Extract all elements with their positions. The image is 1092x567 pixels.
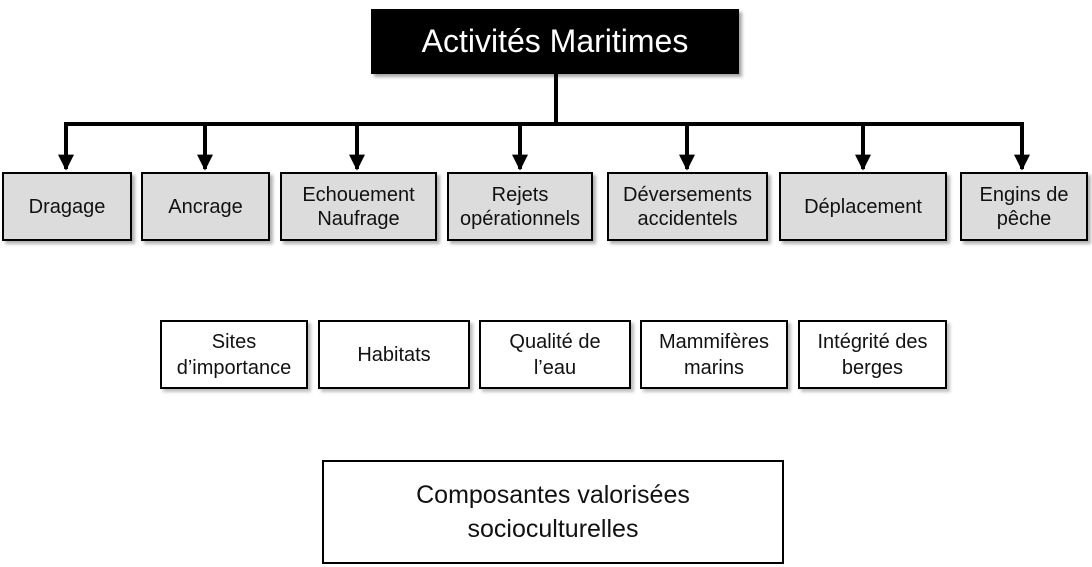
activity-echouement-naufrage: Echouement Naufrage xyxy=(280,172,437,241)
component-qualite-eau: Qualité de l’eau xyxy=(479,320,631,389)
component-mammiferes-marins: Mammifères marins xyxy=(640,320,788,389)
component-label-line1: Mammifères xyxy=(658,330,769,353)
activity-label-line2: accidentels xyxy=(637,207,738,230)
component-label-line2: l’eau xyxy=(533,356,577,379)
activity-label-line1: Engins de xyxy=(979,183,1069,206)
activity-label-line2: opérationnels xyxy=(459,207,581,230)
root-label: Activités Maritimes xyxy=(421,23,689,59)
activity-deversements-accidentels: Déversements accidentels xyxy=(607,172,768,241)
activity-label-line1: Rejets xyxy=(491,183,549,206)
activity-label: Dragage xyxy=(28,195,106,218)
activity-label: Déplacement xyxy=(804,195,922,218)
activity-label-line2: pêche xyxy=(996,207,1052,230)
component-label-line2: d’importance xyxy=(176,356,292,379)
root-node: Activités Maritimes xyxy=(371,9,739,74)
component-label-line2: berges xyxy=(841,356,904,379)
bottom-label-line1: Composantes valorisées xyxy=(416,481,690,509)
component-label: Habitats xyxy=(357,343,431,366)
component-integrite-berges: Intégrité des berges xyxy=(798,320,947,389)
socioculturelles-box: Composantes valorisées socioculturelles xyxy=(322,460,784,564)
component-label-line1: Intégrité des xyxy=(817,330,928,353)
activity-label-line1: Echouement xyxy=(302,183,415,206)
activity-label-line1: Déversements xyxy=(623,183,752,206)
component-habitats: Habitats xyxy=(318,320,470,389)
activity-rejets-operationnels: Rejets opérationnels xyxy=(447,172,593,241)
bottom-label-line2: socioculturelles xyxy=(467,515,639,543)
activity-ancrage: Ancrage xyxy=(141,172,270,241)
component-label-line2: marins xyxy=(683,356,744,379)
component-label-line1: Sites xyxy=(211,330,257,353)
activity-label: Ancrage xyxy=(168,195,243,218)
component-label-line1: Qualité de xyxy=(509,330,601,353)
component-sites-importance: Sites d’importance xyxy=(160,320,308,389)
activity-deplacement: Déplacement xyxy=(779,172,947,241)
activity-dragage: Dragage xyxy=(2,172,132,241)
activity-engins-de-peche: Engins de pêche xyxy=(960,172,1088,241)
activity-label-line2: Naufrage xyxy=(317,207,400,230)
